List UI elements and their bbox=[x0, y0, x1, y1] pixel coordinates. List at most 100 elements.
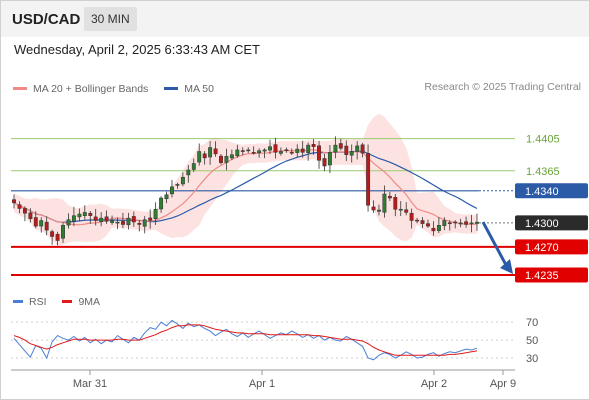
candle bbox=[251, 146, 256, 155]
candle bbox=[104, 210, 109, 224]
candle bbox=[142, 216, 147, 234]
ma20-label: MA 20 + Bollinger Bands bbox=[33, 82, 149, 95]
level-badge-text: 1.4300 bbox=[525, 218, 559, 230]
candle-body bbox=[50, 231, 55, 237]
candle bbox=[61, 222, 65, 243]
candle-body bbox=[208, 147, 213, 158]
candle bbox=[121, 212, 125, 229]
candle bbox=[475, 213, 479, 231]
candle-body bbox=[55, 233, 60, 241]
candle-body bbox=[273, 144, 278, 153]
candle-body bbox=[175, 184, 180, 186]
candle-body bbox=[197, 151, 202, 163]
candle-body bbox=[44, 221, 49, 231]
candle bbox=[317, 140, 321, 169]
candle-body bbox=[22, 208, 27, 214]
candle-body bbox=[39, 220, 44, 227]
candle-body bbox=[186, 169, 191, 176]
level-badge-text: 1.4235 bbox=[525, 270, 559, 282]
candle bbox=[50, 229, 55, 245]
candle bbox=[371, 200, 376, 213]
x-tick-label: Apr 2 bbox=[421, 378, 447, 390]
candle bbox=[311, 139, 316, 155]
candle-body bbox=[110, 220, 115, 223]
candle-body bbox=[387, 195, 392, 199]
candle-body bbox=[349, 151, 354, 156]
candle bbox=[442, 217, 447, 231]
candle-body bbox=[377, 209, 381, 212]
candle bbox=[289, 148, 294, 155]
level-badge bbox=[515, 239, 588, 255]
candle-body bbox=[447, 222, 452, 224]
candle-body bbox=[289, 151, 294, 154]
candle-body bbox=[344, 145, 349, 155]
candle-body bbox=[61, 225, 65, 239]
candle-body bbox=[382, 193, 387, 213]
candle-body bbox=[409, 212, 414, 221]
candle bbox=[17, 201, 22, 214]
candle-body bbox=[338, 143, 343, 149]
candle-body bbox=[224, 156, 229, 163]
candle bbox=[175, 182, 180, 189]
candle bbox=[110, 215, 115, 225]
candle bbox=[393, 193, 398, 217]
candle-body bbox=[191, 163, 196, 170]
candle bbox=[22, 206, 27, 222]
candle bbox=[273, 137, 278, 159]
candle-body bbox=[360, 144, 365, 154]
rsi-ma-line bbox=[13, 324, 478, 356]
candle bbox=[164, 191, 169, 204]
candle-body bbox=[431, 227, 436, 232]
candle-body bbox=[257, 150, 262, 154]
candle bbox=[219, 153, 223, 165]
candle-body bbox=[121, 221, 125, 225]
rsi-legend: RSI 9MA bbox=[13, 294, 113, 308]
candle bbox=[344, 140, 349, 162]
candle bbox=[458, 218, 463, 228]
legend-rsi: RSI bbox=[13, 296, 47, 308]
candle-body bbox=[469, 222, 474, 225]
resistance-label: 1.4405 bbox=[526, 134, 560, 146]
candle-body bbox=[126, 217, 131, 226]
candle bbox=[284, 147, 289, 153]
candlesticks bbox=[12, 136, 479, 246]
candle bbox=[235, 144, 240, 158]
candle bbox=[170, 179, 174, 198]
candle-body bbox=[219, 155, 223, 163]
candle-body bbox=[317, 145, 321, 161]
rsi-tick-label: 70 bbox=[526, 317, 538, 329]
candle bbox=[240, 147, 245, 156]
bollinger-band bbox=[14, 113, 477, 246]
candle bbox=[66, 213, 71, 229]
rsi-tick-label: 50 bbox=[526, 335, 538, 347]
candle bbox=[262, 148, 267, 159]
x-axis: Mar 31 Apr 1 Apr 2 Apr 9 bbox=[11, 369, 516, 390]
candle bbox=[409, 208, 414, 229]
candle-body bbox=[142, 219, 147, 227]
candle bbox=[257, 148, 262, 158]
candle bbox=[338, 138, 343, 151]
candle bbox=[306, 142, 311, 161]
candle bbox=[453, 220, 458, 229]
candle bbox=[426, 219, 430, 228]
candle-body bbox=[306, 144, 311, 153]
candle bbox=[322, 153, 327, 172]
timeframe-badge[interactable]: 30 MIN bbox=[84, 7, 137, 31]
candle bbox=[12, 194, 16, 209]
level-badge bbox=[515, 267, 588, 283]
candle-body bbox=[415, 219, 420, 222]
candle bbox=[382, 185, 387, 218]
candle-body bbox=[240, 150, 245, 152]
candle-body bbox=[268, 146, 272, 151]
resistance-label: 1.4365 bbox=[526, 166, 560, 178]
candle-body bbox=[99, 217, 104, 223]
candle-body bbox=[393, 197, 398, 210]
x-tick-label: Apr 1 bbox=[249, 378, 275, 390]
candle-body bbox=[71, 215, 76, 222]
ma50-swatch bbox=[164, 87, 179, 90]
candle-body bbox=[164, 194, 169, 199]
candle-body bbox=[148, 217, 153, 221]
candle-body bbox=[235, 149, 240, 157]
